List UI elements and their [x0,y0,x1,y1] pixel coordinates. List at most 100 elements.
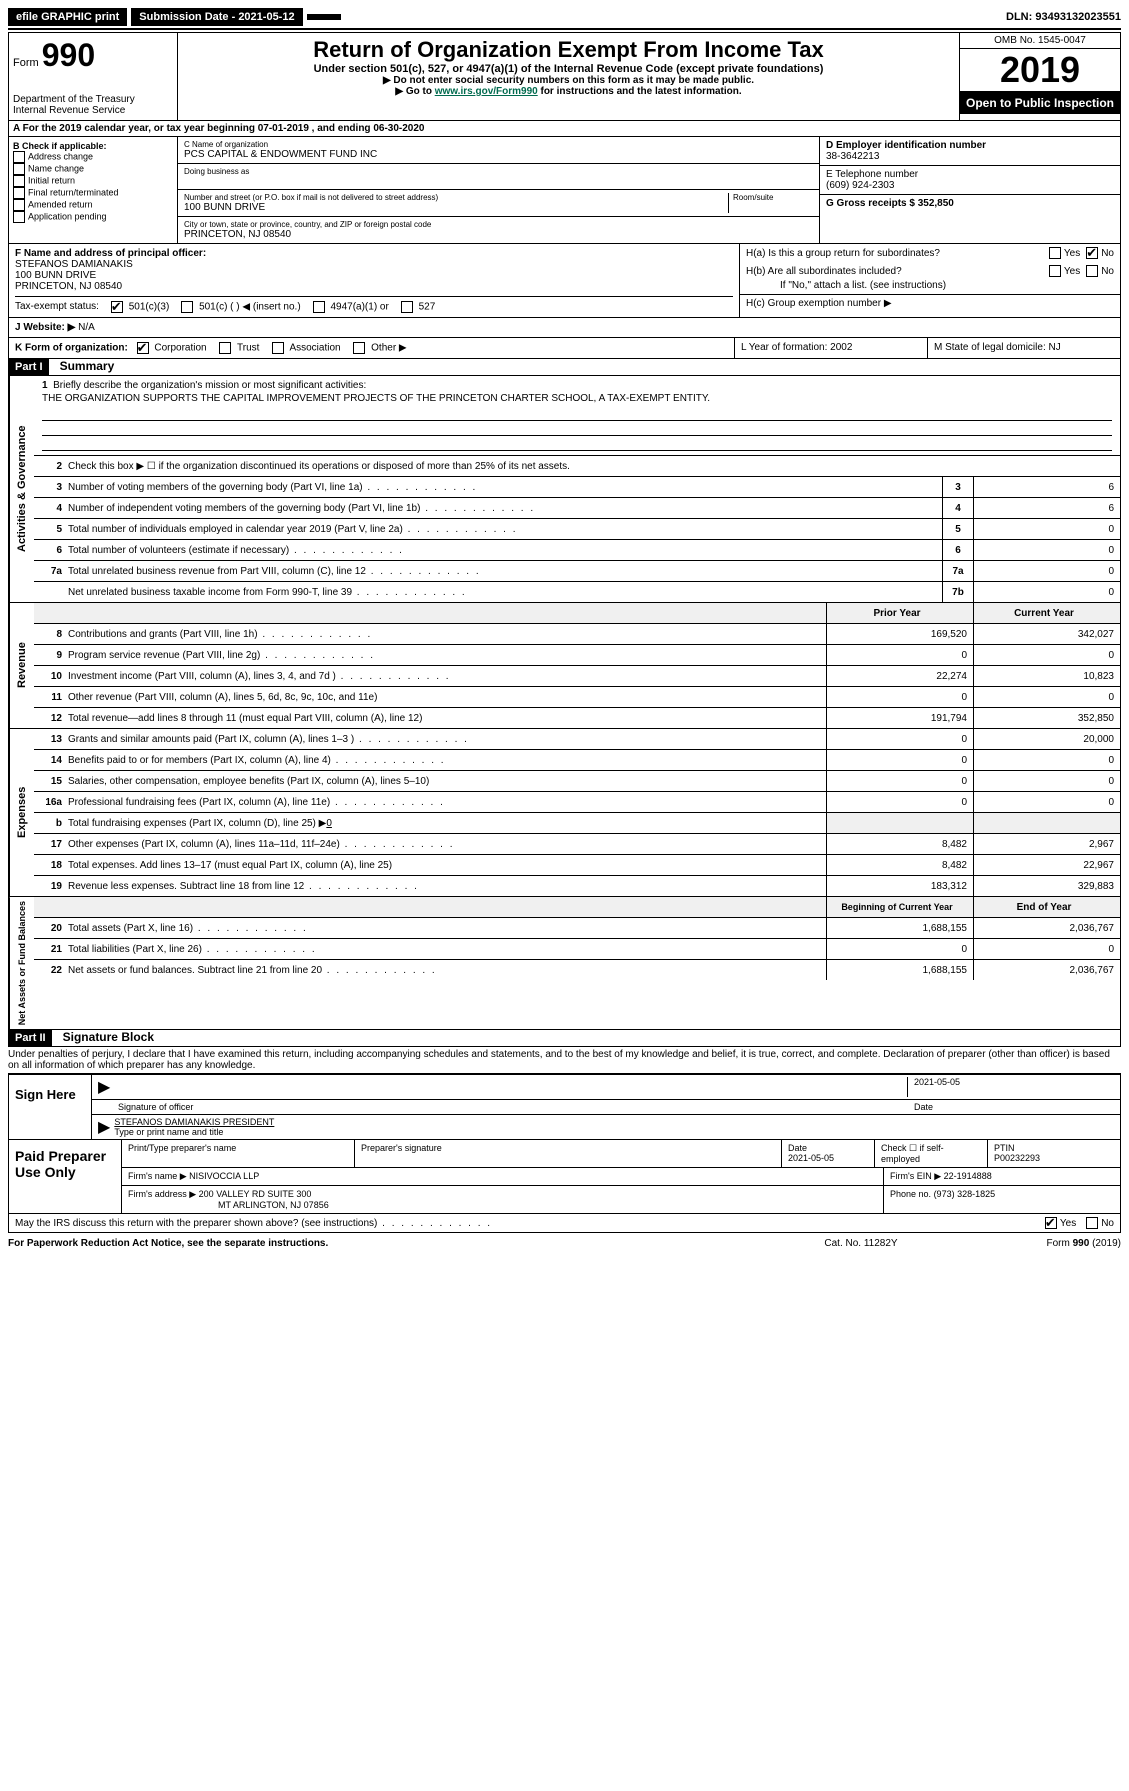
line-16b-pre: Total fundraising expenses (Part IX, col… [68,818,326,829]
chk-final-return[interactable] [13,187,25,199]
chk-name-change[interactable] [13,163,25,175]
phone-value: (609) 924-2303 [826,180,1114,191]
chk-trust[interactable] [219,342,231,354]
box-e-label: E Telephone number [826,169,1114,180]
block-bcdefg: B Check if applicable: Address change Na… [8,137,1121,244]
org-address: 100 BUNN DRIVE [184,202,728,213]
mission-line-1 [42,406,1112,421]
prep-sig-hdr: Preparer's signature [355,1140,782,1167]
officer-addr2: PRINCETON, NJ 08540 [15,281,733,292]
val-13p: 0 [826,729,973,749]
efile-button[interactable]: efile GRAPHIC print [8,8,127,26]
hdr-current: Current Year [973,603,1120,623]
city-label: City or town, state or province, country… [184,220,813,229]
print-name-label: Type or print name and title [114,1127,274,1137]
val-7a: 0 [973,561,1120,581]
form-number: 990 [42,37,95,73]
chk-sub-no[interactable] [1086,265,1098,277]
chk-527[interactable] [401,301,413,313]
mission-line-3 [42,436,1112,451]
val-17c: 2,967 [973,834,1120,854]
discuss-row: May the IRS discuss this return with the… [8,1214,1121,1233]
form-footer: Form 990 (2019) [961,1238,1121,1249]
line-11: Other revenue (Part VIII, column (A), li… [68,690,826,705]
box-b-header: B Check if applicable: [13,141,173,151]
chk-application-pending[interactable] [13,211,25,223]
chk-amended-return[interactable] [13,199,25,211]
lbl-yes-1: Yes [1064,248,1080,259]
top-bar: efile GRAPHIC print Submission Date - 20… [8,8,1121,30]
firm-ein-label: Firm's EIN ▶ [890,1171,941,1181]
section-net-assets: Net Assets or Fund Balances Beginning of… [8,897,1121,1030]
val-10c: 10,823 [973,666,1120,686]
chk-4947a1[interactable] [313,301,325,313]
lbl-initial-return: Initial return [28,175,75,185]
chk-501c3[interactable] [111,301,123,313]
lbl-other-org: Other ▶ [371,343,406,354]
lbl-4947a1: 4947(a)(1) or [330,302,388,313]
val-12c: 352,850 [973,708,1120,728]
side-net-assets: Net Assets or Fund Balances [9,897,34,1029]
chk-501c-other[interactable] [181,301,193,313]
org-name: PCS CAPITAL & ENDOWMENT FUND INC [184,149,813,160]
prep-name-hdr: Print/Type preparer's name [122,1140,355,1167]
h-a-label: H(a) Is this a group return for subordin… [746,248,1049,259]
val-10p: 22,274 [826,666,973,686]
part-2-header-row: Part II Signature Block [8,1030,1121,1047]
block-fh: F Name and address of principal officer:… [8,244,1121,318]
firm-addr1: 200 VALLEY RD SUITE 300 [199,1189,312,1199]
org-city: PRINCETON, NJ 08540 [184,229,813,240]
form-title: Return of Organization Exempt From Incom… [182,37,955,63]
sig-arrow-1: ▶ [98,1077,114,1097]
lbl-discuss-no: No [1101,1218,1114,1229]
chk-address-change[interactable] [13,151,25,163]
chk-initial-return[interactable] [13,175,25,187]
lbl-amended-return: Amended return [28,199,93,209]
val-9p: 0 [826,645,973,665]
val-19p: 183,312 [826,876,973,896]
instr-2-pre: ▶ Go to [395,86,434,97]
row-a-tax-year: A For the 2019 calendar year, or tax yea… [8,121,1121,137]
chk-other-org[interactable] [353,342,365,354]
val-16ap: 0 [826,792,973,812]
line-7b: Net unrelated business taxable income fr… [68,585,942,600]
chk-discuss-no[interactable] [1086,1217,1098,1229]
tax-year: 2019 [960,49,1120,92]
sign-date-label: Date [908,1102,1114,1112]
addr-label: Number and street (or P.O. box if mail i… [184,193,728,202]
side-revenue: Revenue [9,603,34,728]
chk-association[interactable] [272,342,284,354]
ptin-label: PTIN [994,1143,1015,1153]
line-8: Contributions and grants (Part VIII, lin… [68,627,826,642]
chk-group-no[interactable] [1086,247,1098,259]
sig-officer-label: Signature of officer [118,1102,908,1112]
firm-addr2: MT ARLINGTON, NJ 07856 [218,1200,329,1210]
line-21: Total liabilities (Part X, line 26) [68,942,826,957]
chk-corporation[interactable] [137,342,149,354]
lbl-no-2: No [1101,266,1114,277]
chk-group-yes[interactable] [1049,247,1061,259]
room-label: Room/suite [733,193,813,202]
blank-button[interactable] [307,14,341,20]
chk-sub-yes[interactable] [1049,265,1061,277]
lbl-no-1: No [1101,248,1114,259]
val-18p: 8,482 [826,855,973,875]
pra-notice: For Paperwork Reduction Act Notice, see … [8,1238,761,1249]
lbl-501c-other: 501(c) ( ) ◀ (insert no.) [199,302,301,313]
submission-date-button[interactable]: Submission Date - 2021-05-12 [131,8,302,26]
line-17: Other expenses (Part IX, column (A), lin… [68,837,826,852]
side-expenses: Expenses [9,729,34,896]
val-15c: 0 [973,771,1120,791]
tax-exempt-label: Tax-exempt status: [15,301,99,313]
chk-discuss-yes[interactable] [1045,1217,1057,1229]
line-16b-val: 0 [326,818,332,829]
firm-phone-label: Phone no. [890,1189,931,1199]
form-subtitle: Under section 501(c), 527, or 4947(a)(1)… [182,63,955,75]
firm-addr-label: Firm's address ▶ [128,1189,196,1199]
box-g-gross-receipts: G Gross receipts $ 352,850 [826,198,1114,209]
part-1-title: Summary [52,359,115,373]
section-revenue: Revenue Prior YearCurrent Year 8Contribu… [8,603,1121,729]
h-b-label: H(b) Are all subordinates included? [746,266,1049,277]
lbl-name-change: Name change [28,163,84,173]
form990-link[interactable]: www.irs.gov/Form990 [435,86,538,97]
